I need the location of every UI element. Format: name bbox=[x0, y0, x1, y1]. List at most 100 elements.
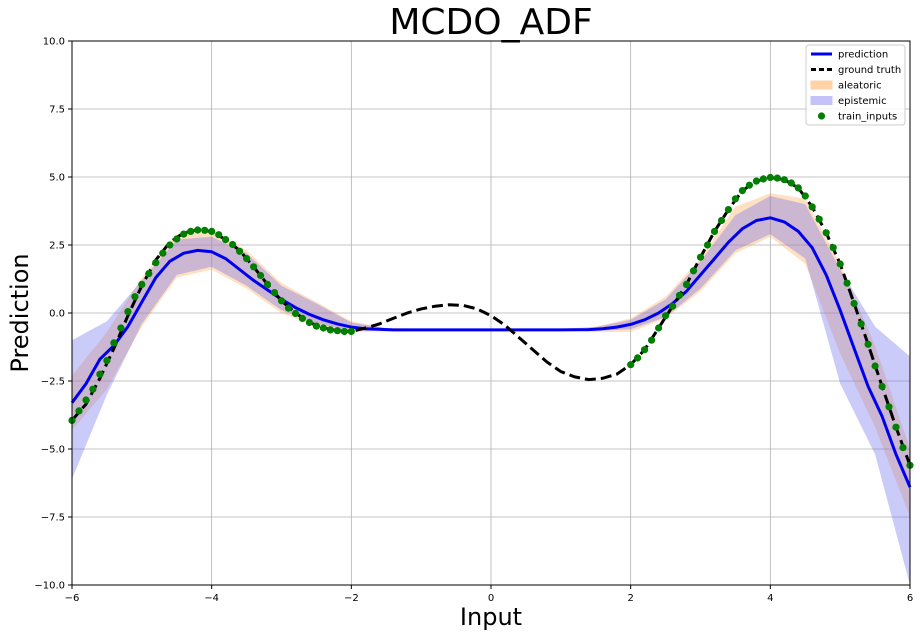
train-input-point bbox=[82, 396, 90, 404]
train-input-point bbox=[836, 260, 844, 268]
train-input-point bbox=[103, 357, 111, 365]
y-tick-label: 5.0 bbox=[49, 173, 65, 184]
train-input-point bbox=[878, 382, 886, 390]
epistemic-band bbox=[72, 196, 910, 585]
train-input-point bbox=[236, 247, 244, 255]
train-input-point bbox=[829, 244, 837, 252]
y-tick-label: −5.0 bbox=[41, 445, 65, 456]
train-input-point bbox=[347, 327, 355, 336]
train-input-point bbox=[738, 187, 747, 195]
train-input-point bbox=[222, 236, 230, 244]
train-inputs-points bbox=[68, 173, 914, 469]
train-input-point bbox=[864, 340, 872, 348]
y-tick-label: −2.5 bbox=[41, 377, 65, 388]
train-input-point bbox=[312, 322, 320, 330]
legend-epistemic-swatch bbox=[810, 96, 833, 105]
x-tick-label: 0 bbox=[488, 593, 494, 604]
train-input-point bbox=[787, 179, 795, 187]
train-input-point bbox=[634, 354, 642, 362]
axis-ticks: −6 −4 −2 0 2 4 6 −10.0 −7.5 −5.0 −2.5 0.0 2.5 5.0 7.5 1… bbox=[34, 37, 913, 605]
train-input-point bbox=[110, 339, 118, 347]
train-input-point bbox=[229, 240, 237, 249]
legend-label: epistemic bbox=[838, 96, 887, 107]
chart-title: MCDO_ADF bbox=[389, 2, 592, 43]
train-input-point bbox=[215, 231, 223, 239]
train-input-point bbox=[780, 176, 788, 184]
train-input-point bbox=[857, 320, 865, 328]
train-input-point bbox=[173, 235, 181, 243]
train-input-point bbox=[885, 403, 893, 411]
train-input-point bbox=[138, 280, 146, 288]
train-input-point bbox=[822, 229, 830, 237]
x-tick-label: 4 bbox=[767, 593, 773, 604]
train-input-point bbox=[194, 226, 202, 234]
x-tick-label: 6 bbox=[907, 593, 913, 604]
train-input-point bbox=[319, 324, 327, 332]
train-input-point bbox=[724, 206, 733, 214]
train-input-point bbox=[808, 203, 816, 211]
x-tick-label: −6 bbox=[65, 593, 80, 604]
train-input-point bbox=[166, 241, 174, 249]
train-input-point bbox=[187, 227, 195, 235]
train-input-point bbox=[682, 280, 691, 288]
legend: prediction ground truth aleatoric epistemic… bbox=[805, 44, 906, 126]
train-input-point bbox=[773, 174, 781, 182]
train-input-point bbox=[117, 324, 125, 332]
train-input-point bbox=[208, 227, 216, 235]
train-input-point bbox=[333, 327, 341, 335]
train-input-point bbox=[717, 216, 726, 225]
train-input-point bbox=[843, 279, 851, 287]
train-input-point bbox=[899, 444, 907, 452]
legend-label: aleatoric bbox=[838, 81, 882, 92]
train-input-point bbox=[131, 293, 139, 301]
train-input-point bbox=[89, 385, 97, 393]
train-input-point bbox=[703, 241, 712, 249]
y-tick-label: 0.0 bbox=[49, 309, 65, 320]
train-input-point bbox=[752, 177, 761, 185]
train-input-point bbox=[326, 326, 334, 334]
train-input-point bbox=[277, 297, 286, 305]
train-input-point bbox=[892, 423, 900, 431]
train-input-point bbox=[340, 327, 348, 336]
train-input-point bbox=[871, 362, 879, 370]
train-input-point bbox=[298, 314, 306, 322]
train-input-point bbox=[96, 370, 104, 378]
train-input-point bbox=[669, 302, 677, 310]
train-input-point bbox=[801, 192, 809, 200]
train-input-point bbox=[291, 309, 300, 318]
y-tick-label: 7.5 bbox=[49, 105, 65, 116]
train-input-point bbox=[250, 263, 258, 271]
train-input-point bbox=[641, 346, 649, 354]
train-input-point bbox=[815, 215, 823, 223]
train-input-point bbox=[243, 255, 251, 263]
x-tick-label: 2 bbox=[627, 593, 633, 604]
legend-label: train_inputs bbox=[838, 112, 897, 123]
train-input-point bbox=[696, 253, 705, 261]
train-input-point bbox=[794, 184, 802, 192]
train-input-point bbox=[75, 407, 83, 415]
train-input-point bbox=[257, 271, 265, 280]
legend-label: ground truth bbox=[838, 65, 901, 76]
train-input-point bbox=[759, 175, 768, 183]
x-tick-label: −4 bbox=[204, 593, 219, 604]
train-input-point bbox=[305, 318, 313, 327]
train-input-point bbox=[648, 336, 656, 344]
train-input-point bbox=[689, 267, 698, 275]
train-input-point bbox=[662, 312, 670, 320]
train-input-point bbox=[145, 270, 153, 278]
train-input-point bbox=[284, 304, 293, 312]
train-input-point bbox=[124, 308, 132, 316]
train-input-point bbox=[180, 230, 188, 238]
train-input-point bbox=[627, 361, 635, 369]
train-input-point bbox=[675, 291, 684, 299]
train-input-point bbox=[731, 195, 740, 203]
y-tick-label: −7.5 bbox=[41, 513, 65, 524]
prediction-line bbox=[70, 216, 912, 488]
x-axis-title: Input bbox=[460, 603, 522, 631]
train-input-point bbox=[710, 227, 719, 235]
y-tick-label: −10.0 bbox=[34, 581, 65, 592]
train-input-point bbox=[850, 299, 858, 308]
x-tick-label: −2 bbox=[344, 593, 359, 604]
